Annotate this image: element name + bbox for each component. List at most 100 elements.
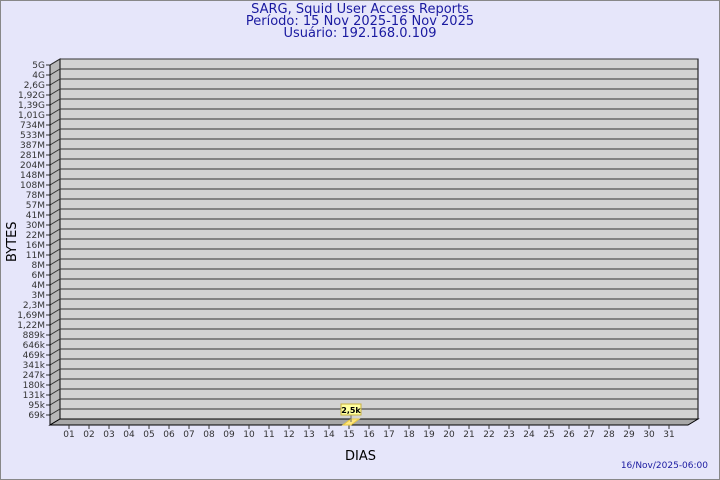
y-tick-label: 2,3M — [23, 301, 45, 311]
x-tick-label: 02 — [83, 430, 94, 440]
x-tick-label: 16 — [363, 430, 375, 440]
y-tick-label: 533M — [20, 131, 45, 141]
y-tick-label: 69k — [28, 411, 45, 421]
gridline — [49, 368, 698, 376]
x-tick-label: 17 — [383, 430, 394, 440]
x-tick-label: 22 — [483, 430, 494, 440]
y-tick-label: 341k — [23, 361, 46, 371]
y-tick-label: 889k — [23, 331, 46, 341]
y-tick-label: 1,01G — [18, 111, 45, 121]
y-tick-label: 387M — [20, 141, 45, 151]
gridline — [49, 278, 698, 286]
y-tick-label: 4G — [32, 71, 45, 81]
gridline — [49, 308, 698, 316]
x-tick-label: 18 — [403, 430, 415, 440]
gridline — [49, 88, 698, 96]
y-tick-label: 469k — [23, 351, 46, 361]
gridline — [49, 408, 698, 416]
x-tick-label: 09 — [223, 430, 235, 440]
y-tick-label: 22M — [26, 231, 45, 241]
gridline — [49, 78, 698, 86]
gridline — [49, 138, 698, 146]
y-tick-label: 646k — [23, 341, 46, 351]
gridline — [49, 128, 698, 136]
plot-floor — [48, 418, 700, 426]
gridline — [49, 268, 698, 276]
timestamp: 16/Nov/2025-06:00 — [620, 461, 708, 471]
gridline — [49, 248, 698, 256]
x-tick-label: 08 — [203, 430, 215, 440]
y-tick-label: 148M — [20, 171, 45, 181]
x-tick-label: 05 — [143, 430, 154, 440]
gridline — [49, 398, 698, 406]
gridline — [49, 318, 698, 326]
gridline — [49, 238, 698, 246]
x-tick-label: 31 — [663, 430, 674, 440]
x-tick-label: 20 — [443, 430, 455, 440]
x-tick-label: 10 — [243, 430, 255, 440]
gridline — [49, 228, 698, 236]
y-tick-label: 204M — [20, 161, 45, 171]
gridline — [49, 68, 698, 76]
gridline — [49, 358, 698, 366]
gridline — [49, 158, 698, 166]
gridline — [49, 288, 698, 296]
x-tick-label: 12 — [283, 430, 294, 440]
x-tick-label: 28 — [603, 430, 615, 440]
gridline — [49, 198, 698, 206]
y-axis-label: BYTES — [5, 221, 20, 262]
gridline — [49, 108, 698, 116]
x-tick-label: 14 — [323, 430, 335, 440]
gridline — [49, 178, 698, 186]
y-tick-label: 6M — [32, 271, 46, 281]
x-axis-label: DIAS — [345, 449, 376, 464]
y-tick-label: 57M — [26, 201, 45, 211]
x-tick-label: 13 — [303, 430, 314, 440]
x-tick-label: 30 — [643, 430, 655, 440]
x-tick-label: 07 — [183, 430, 194, 440]
y-tick-label: 41M — [26, 211, 45, 221]
y-tick-label: 8M — [32, 261, 46, 271]
y-tick-label: 78M — [26, 191, 45, 201]
y-tick-label: 1,92G — [18, 91, 45, 101]
bar-label-box — [340, 403, 362, 416]
y-tick-label: 1,22M — [17, 321, 45, 331]
chart-period: Período: 15 Nov 2025-16 Nov 2025 — [245, 14, 475, 29]
chart-title: SARG, Squid User Access Reports — [251, 2, 469, 17]
gridline — [49, 168, 698, 176]
y-tick-label: 1,69M — [17, 311, 45, 321]
gridline — [49, 58, 698, 66]
x-tick-label: 27 — [583, 430, 594, 440]
gridline — [49, 118, 698, 126]
y-tick-label: 281M — [20, 151, 45, 161]
y-tick-label: 95k — [28, 401, 45, 411]
gridline — [49, 258, 698, 266]
x-tick-label: 04 — [123, 430, 135, 440]
x-tick-label: 26 — [563, 430, 575, 440]
gridline — [49, 98, 698, 106]
y-tick-label: 131k — [23, 391, 46, 401]
y-tick-label: 5G — [32, 61, 45, 71]
gridline — [49, 348, 698, 356]
x-tick-label: 01 — [63, 430, 74, 440]
y-tick-label: 180k — [23, 381, 46, 391]
x-tick-label: 25 — [543, 430, 554, 440]
gridline — [49, 208, 698, 216]
y-tick-label: 30M — [26, 221, 45, 231]
x-tick-label: 19 — [423, 430, 435, 440]
gridline — [49, 218, 698, 226]
bar-data-label: 2,5k — [341, 406, 361, 415]
chart-user: Usuário: 192.168.0.109 — [283, 26, 437, 41]
y-tick-label: 108M — [20, 181, 45, 191]
x-tick-label: 06 — [163, 430, 175, 440]
gridline — [49, 378, 698, 386]
x-tick-label: 23 — [503, 430, 514, 440]
gridline — [49, 298, 698, 306]
x-tick-label: 29 — [623, 430, 635, 440]
y-tick-label: 4M — [32, 281, 46, 291]
y-tick-label: 11M — [26, 251, 45, 261]
y-tick-label: 3M — [32, 291, 46, 301]
gridline — [49, 328, 698, 336]
y-tick-label: 734M — [20, 121, 45, 131]
